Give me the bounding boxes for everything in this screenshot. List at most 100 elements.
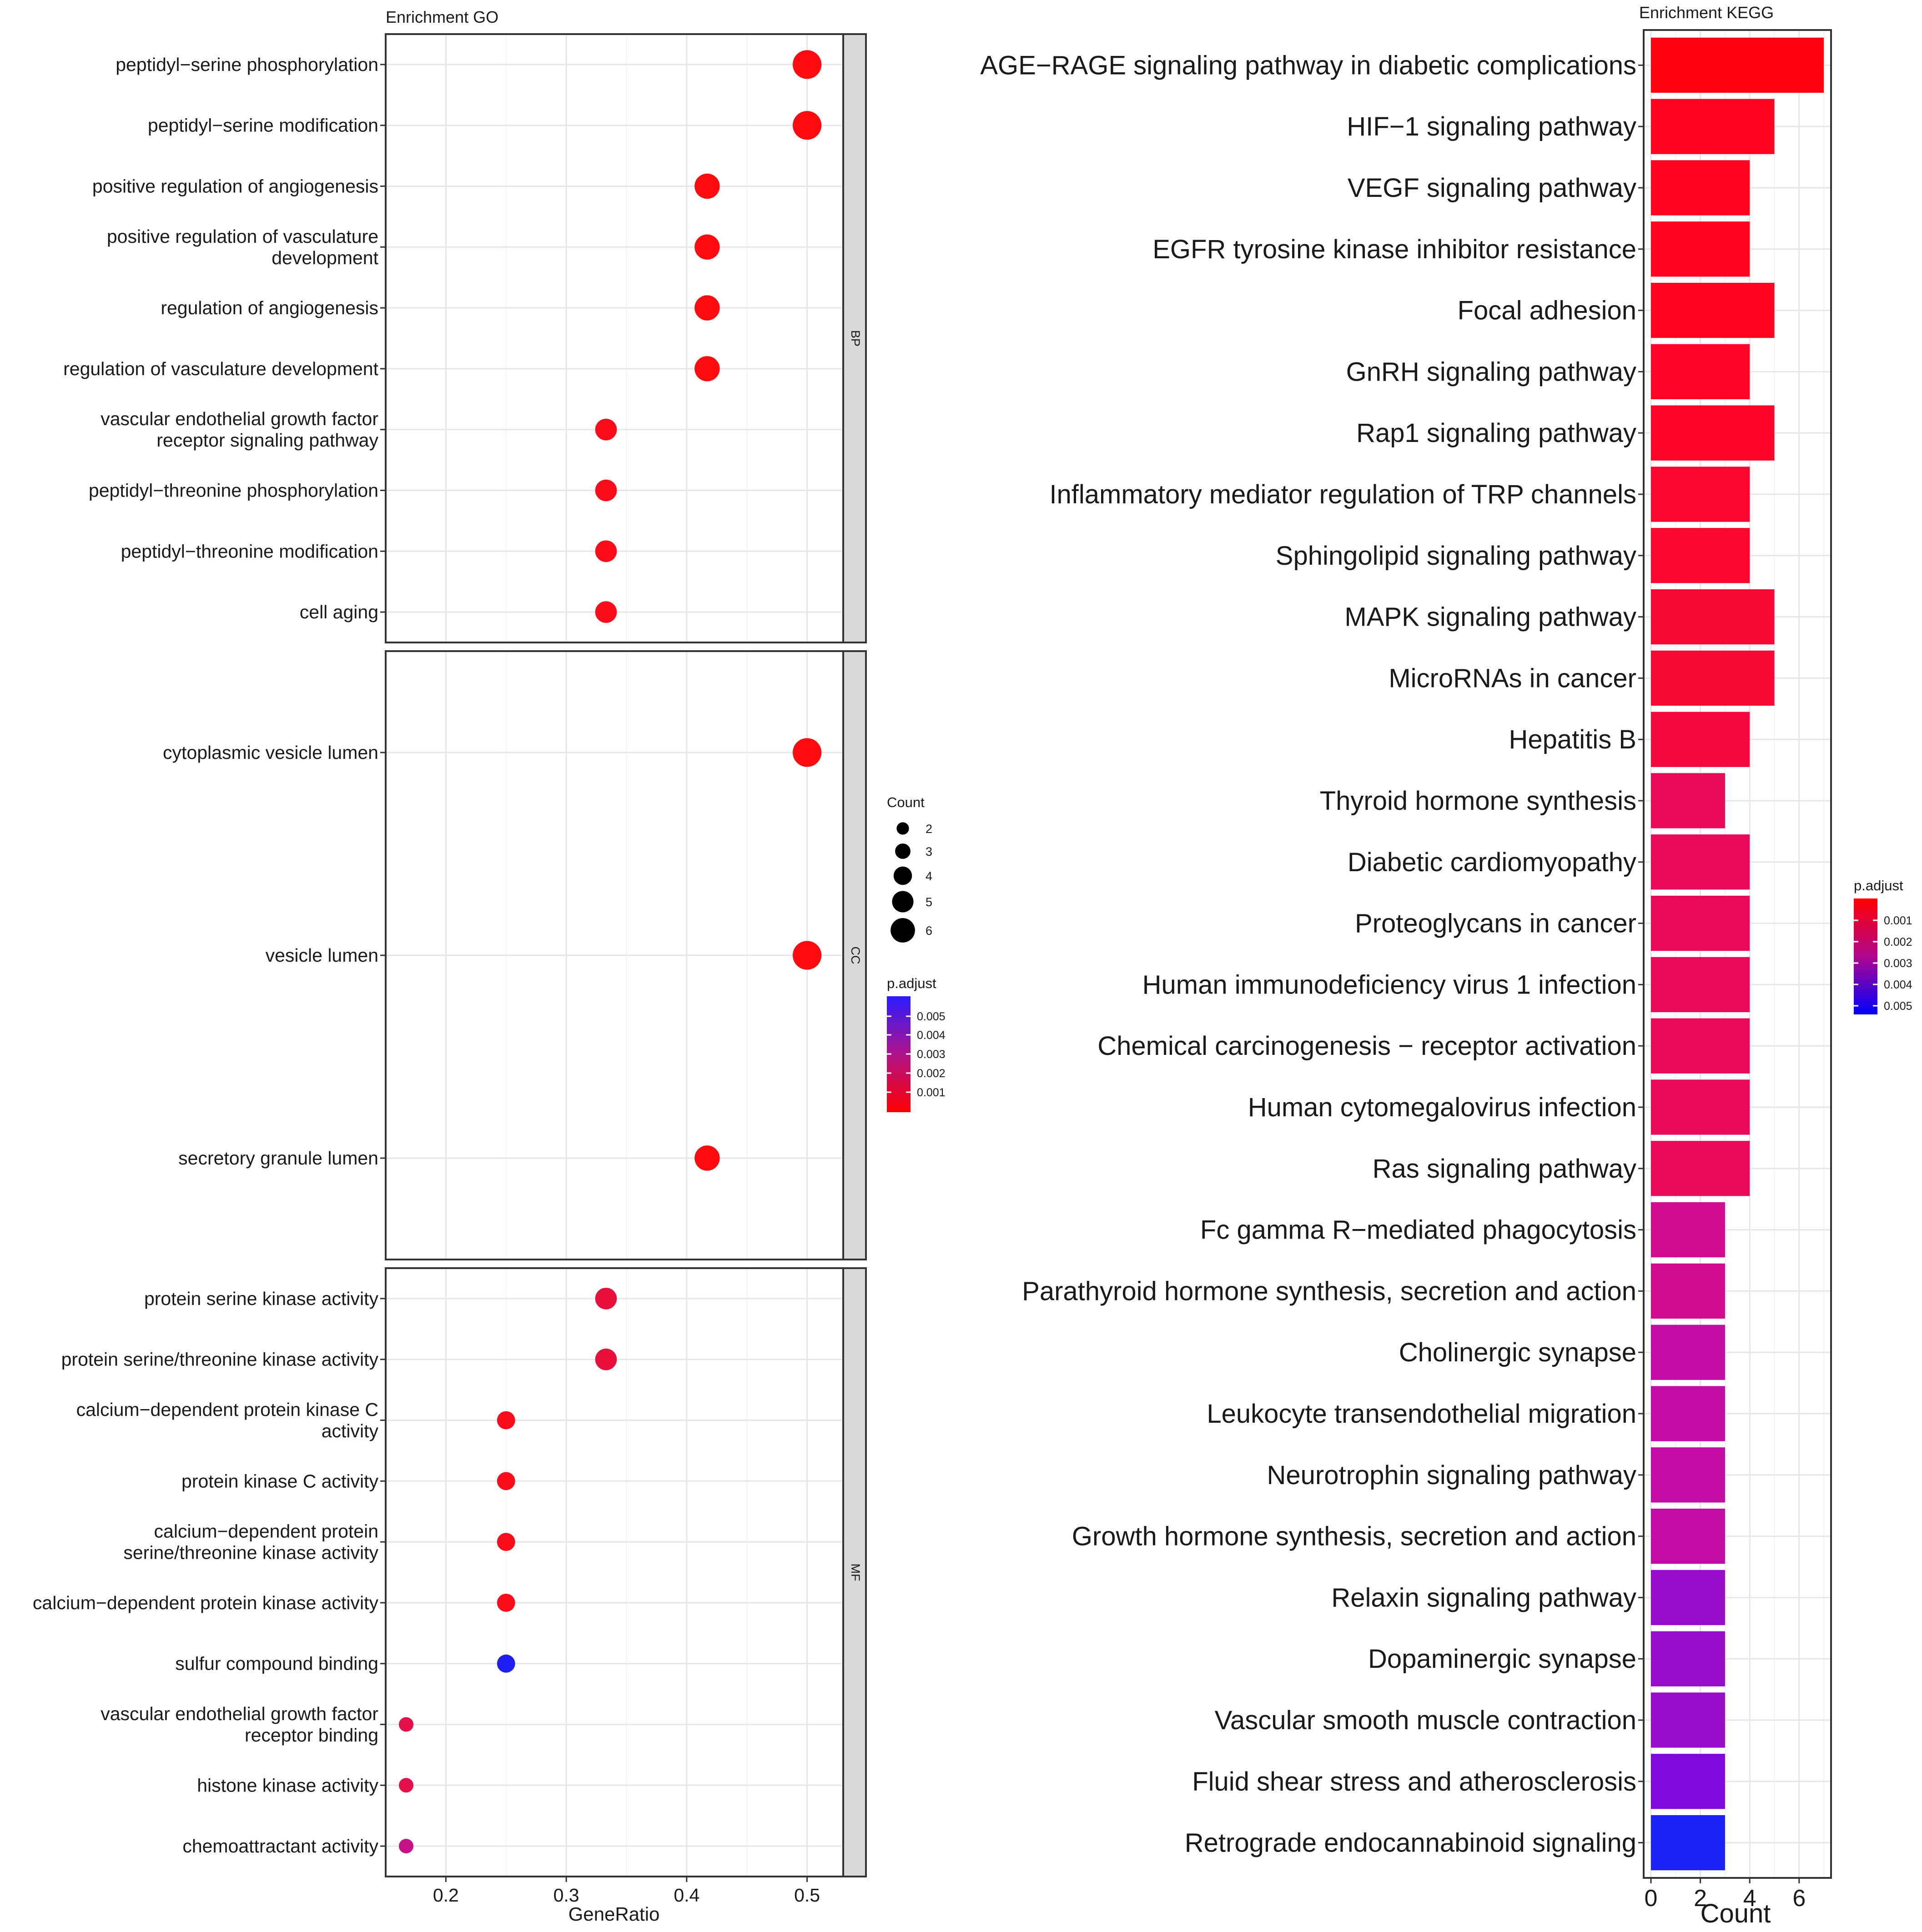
kegg-term-label: Ras signaling pathway xyxy=(1373,1154,1636,1184)
kegg-bar xyxy=(1651,773,1725,828)
go-x-tick-label: 0.2 xyxy=(433,1885,459,1906)
kegg-bar xyxy=(1651,528,1750,583)
go-dot xyxy=(595,540,617,562)
go-dot xyxy=(497,1472,515,1490)
go-dot xyxy=(694,173,720,199)
go-count-legend-dot xyxy=(892,891,914,913)
kegg-padjust-legend-title: p.adjust xyxy=(1854,878,1903,893)
go-term-label: cytoplasmic vesicle lumen xyxy=(163,742,378,763)
kegg-bar xyxy=(1651,1447,1725,1503)
kegg-term-label: Human immunodeficiency virus 1 infection xyxy=(1142,970,1636,999)
go-term-label: vascular endothelial growth factor xyxy=(101,1703,378,1724)
kegg-x-tick-label: 2 xyxy=(1694,1885,1707,1912)
kegg-bar xyxy=(1651,1325,1725,1380)
kegg-bar xyxy=(1651,1754,1725,1809)
go-facet-label: CC xyxy=(849,947,862,964)
go-term-label: cell aging xyxy=(300,602,378,622)
go-facet-label: MF xyxy=(849,1564,862,1581)
go-facet-panels: BP CC MF xyxy=(385,33,867,1877)
go-term-label: sulfur compound binding xyxy=(175,1653,378,1674)
go-dot xyxy=(792,111,822,140)
go-term-label: activity xyxy=(322,1420,379,1441)
kegg-bar xyxy=(1651,37,1824,93)
kegg-bar xyxy=(1651,650,1775,706)
kegg-term-label: Fluid shear stress and atherosclerosis xyxy=(1192,1767,1636,1797)
go-dot xyxy=(497,1533,515,1551)
kegg-bar xyxy=(1651,160,1750,216)
go-term-label: histone kinase activity xyxy=(197,1775,378,1796)
go-padjust-label: 0.003 xyxy=(917,1048,946,1061)
go-count-legend-label: 5 xyxy=(926,895,932,909)
kegg-bar xyxy=(1651,1508,1725,1564)
kegg-term-label: Relaxin signaling pathway xyxy=(1331,1583,1636,1612)
go-facet-strip xyxy=(842,33,867,643)
kegg-bar xyxy=(1651,1815,1725,1871)
go-dot xyxy=(694,356,720,381)
go-term-label: vascular endothelial growth factor xyxy=(101,408,378,429)
go-count-legend-label: 3 xyxy=(926,845,932,858)
go-x-tick-label: 0.5 xyxy=(794,1885,820,1906)
kegg-bar xyxy=(1651,221,1750,277)
go-dot xyxy=(595,479,617,502)
go-count-legend-dot xyxy=(895,843,911,859)
go-x-tick-label: 0.4 xyxy=(674,1885,699,1906)
go-dot xyxy=(399,1717,414,1732)
kegg-bars xyxy=(1651,37,1824,1871)
kegg-bar xyxy=(1651,282,1775,338)
go-padjust-label: 0.002 xyxy=(917,1067,946,1080)
go-term-label: secretory granule lumen xyxy=(178,1148,378,1169)
kegg-bar xyxy=(1651,467,1750,522)
kegg-padjust-label: 0.003 xyxy=(1884,957,1912,970)
kegg-term-label: Rap1 signaling pathway xyxy=(1356,418,1636,448)
go-dot xyxy=(595,418,617,441)
kegg-term-label: Cholinergic synapse xyxy=(1399,1338,1636,1367)
go-padjust-label: 0.005 xyxy=(917,1010,946,1023)
go-term-label: regulation of angiogenesis xyxy=(161,297,378,318)
kegg-term-label: HIF−1 signaling pathway xyxy=(1347,112,1636,141)
kegg-padjust-legend: p.adjust 0.001 0.002 0.003 0.004 0.005 xyxy=(1854,878,1912,1014)
kegg-bar xyxy=(1651,957,1750,1013)
go-dot xyxy=(694,1145,720,1171)
kegg-term-label: Leukocyte transendothelial migration xyxy=(1207,1399,1636,1429)
go-x-tick-label: 0.3 xyxy=(553,1885,579,1906)
kegg-term-label: Fc gamma R−mediated phagocytosis xyxy=(1200,1215,1636,1245)
go-count-legend-dot xyxy=(896,822,909,835)
go-facet-strip xyxy=(842,650,867,1260)
kegg-bar xyxy=(1651,405,1775,461)
go-dot xyxy=(497,1654,515,1673)
kegg-bar xyxy=(1651,589,1775,645)
go-term-label: peptidyl−serine modification xyxy=(148,115,378,136)
kegg-term-label: GnRH signaling pathway xyxy=(1346,357,1636,386)
go-term-label: serine/threonine kinase activity xyxy=(123,1542,378,1563)
go-facet-strip xyxy=(842,1267,867,1877)
kegg-bar xyxy=(1651,1386,1725,1441)
kegg-padjust-colorbar xyxy=(1854,898,1877,1014)
kegg-term-labels: AGE−RAGE signaling pathway in diabetic c… xyxy=(980,50,1644,1858)
go-dot xyxy=(792,738,822,767)
kegg-bar xyxy=(1651,1141,1750,1196)
kegg-padjust-label: 0.005 xyxy=(1884,1000,1912,1013)
go-dot xyxy=(595,1288,617,1310)
kegg-bar xyxy=(1651,895,1750,951)
go-padjust-label: 0.004 xyxy=(917,1029,946,1042)
kegg-term-label: Retrograde endocannabinoid signaling xyxy=(1185,1828,1636,1858)
go-term-label: peptidyl−threonine modification xyxy=(121,541,378,562)
kegg-term-label: Chemical carcinogenesis − receptor activ… xyxy=(1097,1031,1636,1061)
go-dot xyxy=(792,941,822,970)
go-term-label: vesicle lumen xyxy=(266,945,378,966)
go-term-labels: peptidyl−serine phosphorylation peptidyl−… xyxy=(33,54,386,1857)
go-count-legend-label: 2 xyxy=(926,822,932,836)
go-facet-label: BP xyxy=(849,330,862,346)
go-count-legend-label: 6 xyxy=(926,924,932,938)
kegg-term-label: AGE−RAGE signaling pathway in diabetic c… xyxy=(980,50,1636,80)
go-count-legend-label: 4 xyxy=(926,869,932,883)
go-term-label: protein kinase C activity xyxy=(181,1470,378,1491)
go-term-label: calcium−dependent protein kinase C xyxy=(76,1399,378,1420)
go-dot xyxy=(792,50,822,79)
kegg-chart: Enrichment KEGG AGE−RAGE signaling pathw… xyxy=(980,3,1912,1928)
kegg-bar xyxy=(1651,1631,1725,1686)
kegg-bar xyxy=(1651,1079,1750,1135)
go-dots xyxy=(399,50,822,1854)
kegg-bar xyxy=(1651,712,1750,767)
